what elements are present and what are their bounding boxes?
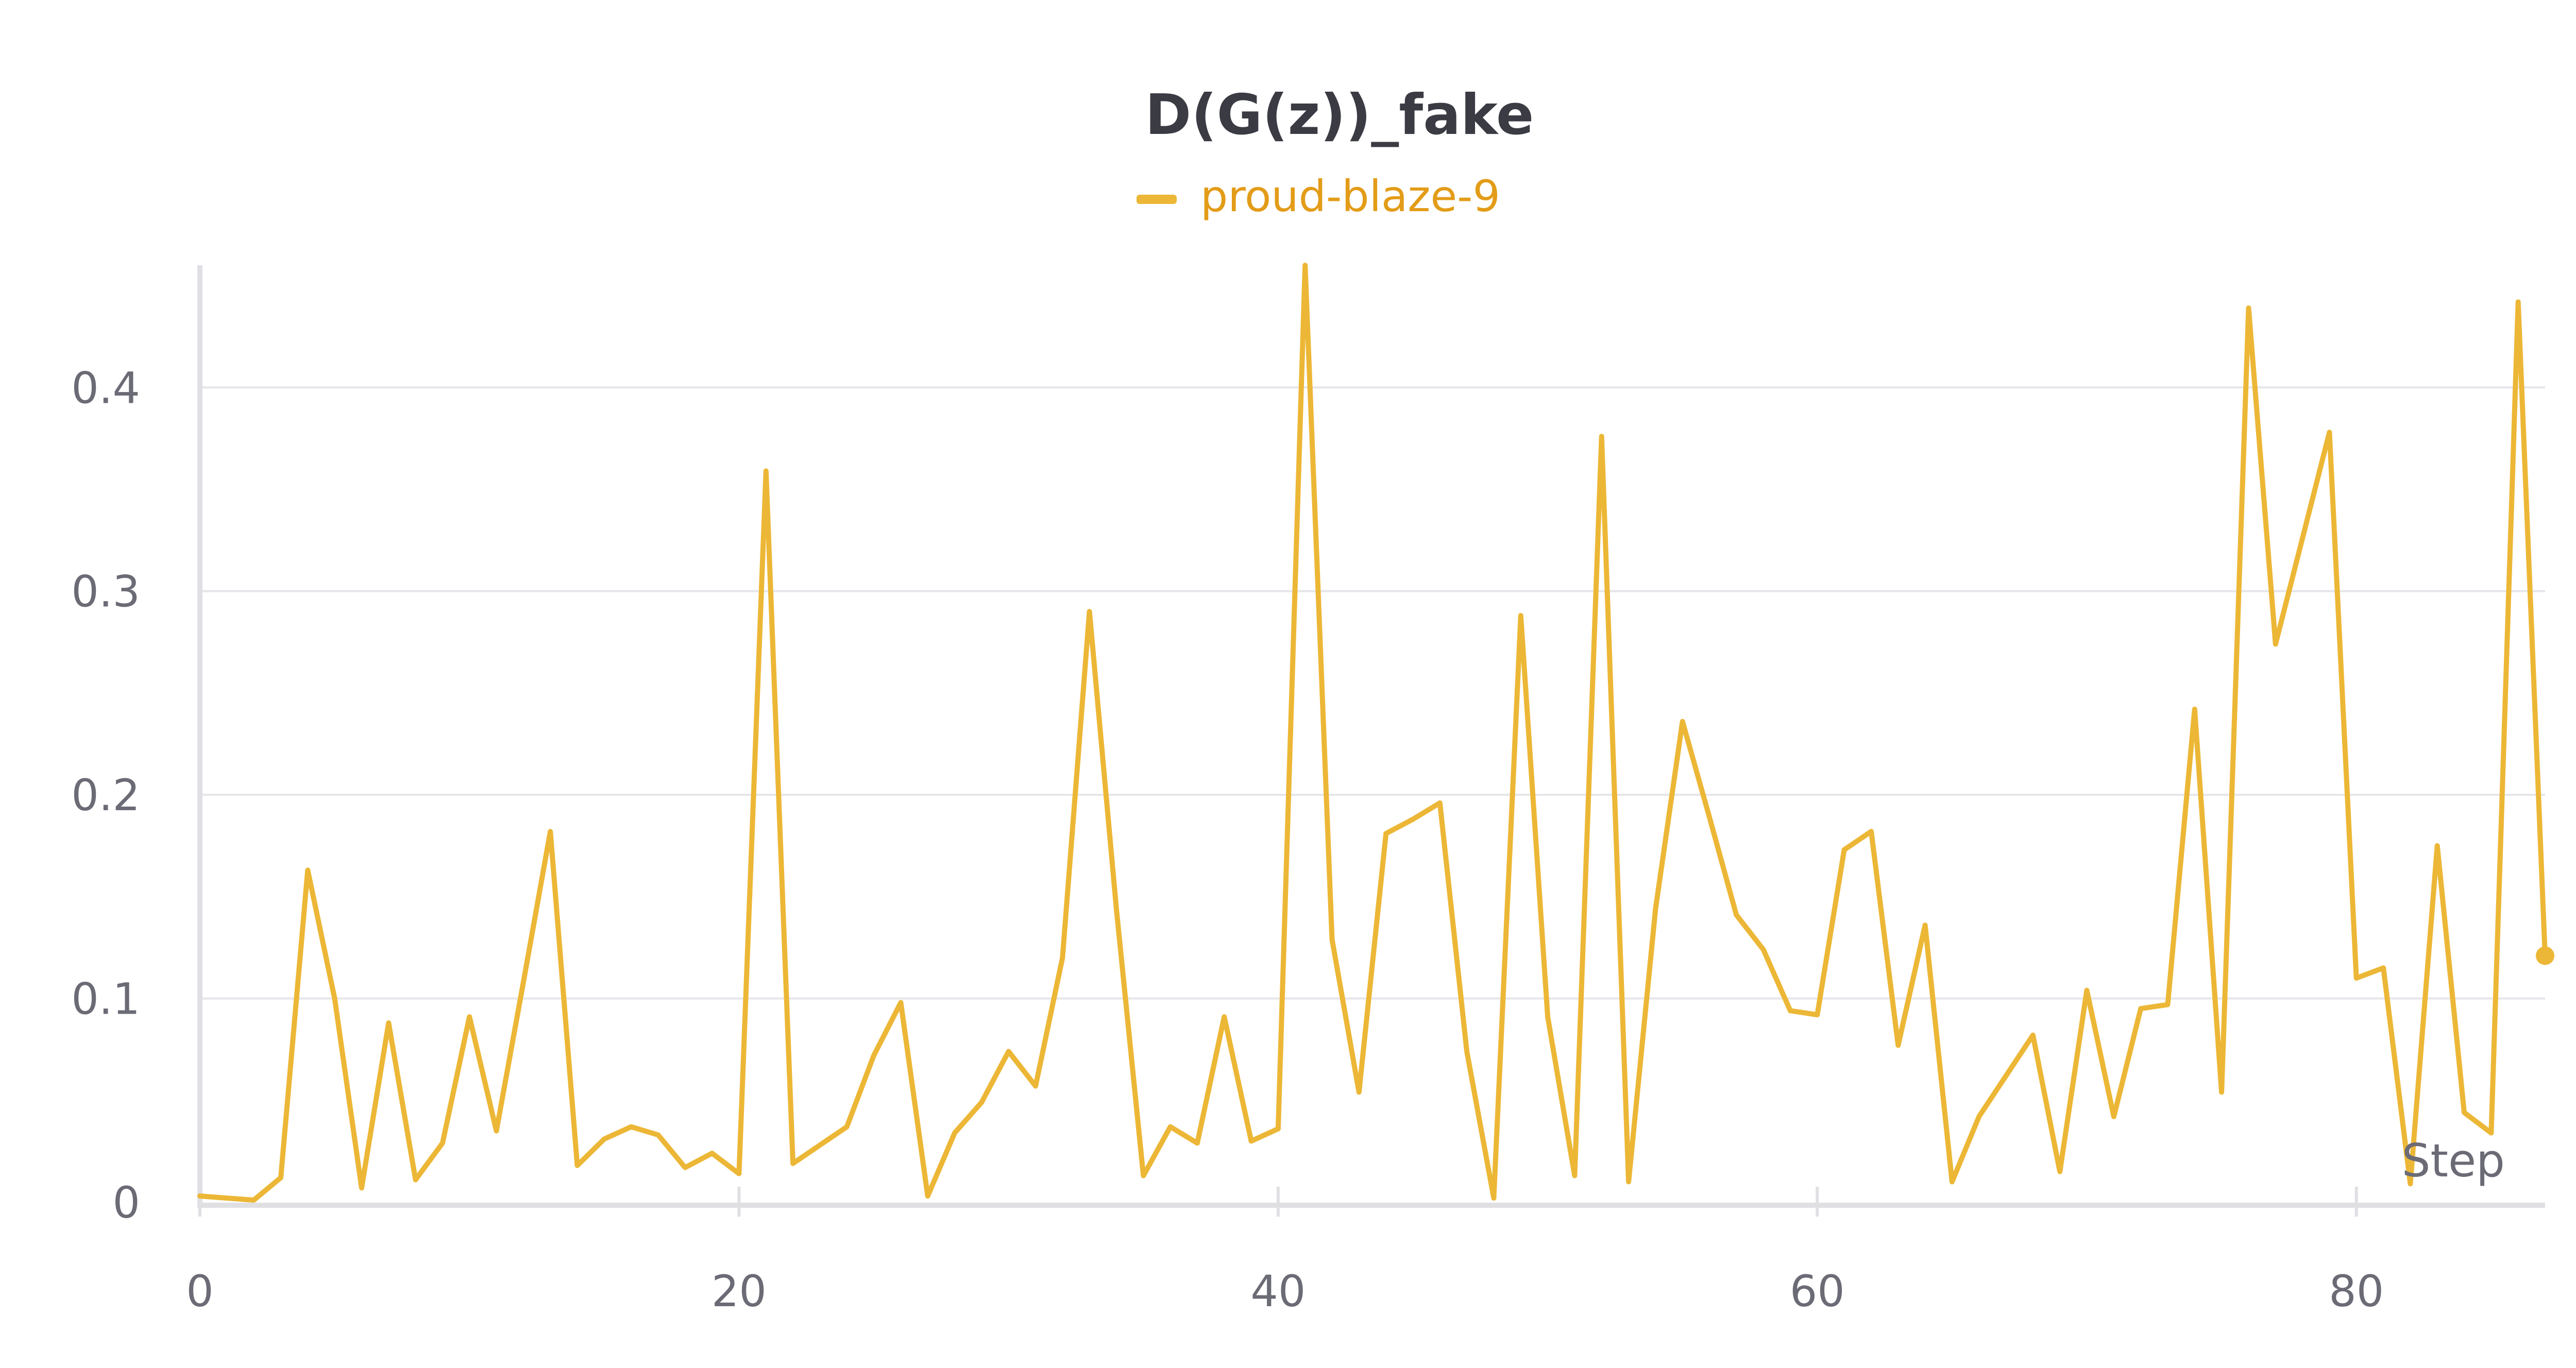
legend: proud-blaze-9 bbox=[1137, 171, 1500, 221]
y-tick-label: 0 bbox=[113, 1177, 140, 1228]
x-tick-marks bbox=[198, 1187, 2358, 1217]
chart-title: D(G(z))_fake bbox=[1145, 83, 1534, 147]
x-tick-label: 20 bbox=[711, 1266, 767, 1316]
series-line-proud-blaze-9 bbox=[197, 263, 2548, 1203]
x-tick-labels: 0 20 40 60 80 bbox=[186, 1266, 2384, 1316]
legend-swatch bbox=[1137, 195, 1177, 204]
y-tick-label: 0.3 bbox=[71, 567, 140, 617]
legend-label: proud-blaze-9 bbox=[1200, 171, 1500, 221]
x-tick-label: 80 bbox=[2329, 1266, 2384, 1316]
x-tick-label: 60 bbox=[1790, 1266, 1845, 1316]
gridlines bbox=[200, 386, 2545, 1000]
y-tick-labels: 0 0.1 0.2 0.3 0.4 bbox=[71, 363, 140, 1228]
y-tick-label: 0.1 bbox=[71, 974, 140, 1024]
y-tick-label: 0.2 bbox=[71, 770, 140, 820]
x-tick-label: 0 bbox=[186, 1266, 213, 1316]
y-tick-label: 0.4 bbox=[71, 363, 140, 413]
series-group bbox=[197, 263, 2554, 1203]
x-axis-title: Step bbox=[2402, 1134, 2505, 1187]
x-tick-label: 40 bbox=[1250, 1266, 1306, 1316]
series-end-marker bbox=[2536, 946, 2554, 965]
